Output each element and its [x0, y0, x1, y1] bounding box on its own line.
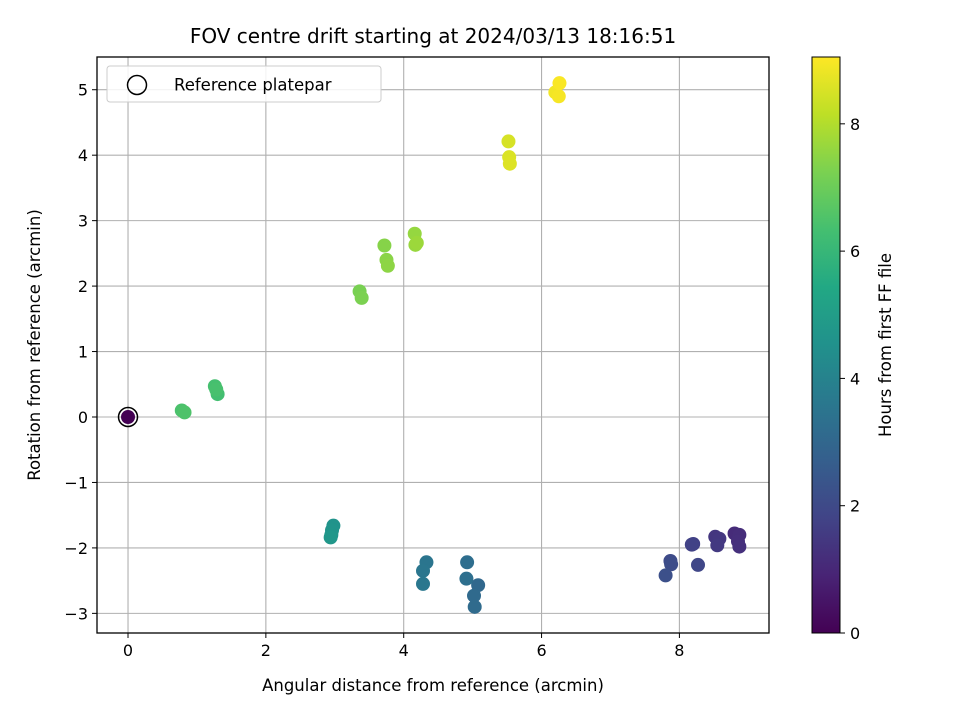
- legend-label: Reference platepar: [174, 76, 332, 95]
- y-axis-ticks: −3 −2 −1 0 1 2 3 4 5: [64, 81, 97, 623]
- data-point: [471, 578, 486, 593]
- data-point: [691, 557, 706, 572]
- data-point: [177, 405, 192, 420]
- x-tick-label: 2: [261, 641, 271, 660]
- colorbar-label: Hours from first FF file: [876, 253, 895, 437]
- data-point: [658, 568, 673, 583]
- data-point: [209, 382, 224, 397]
- data-point: [467, 599, 482, 614]
- data-point: [409, 235, 424, 250]
- data-point: [354, 290, 369, 305]
- data-point: [684, 537, 699, 552]
- data-point: [501, 134, 516, 149]
- colorbar-tick-label: 2: [850, 497, 860, 516]
- data-point: [467, 588, 482, 603]
- chart-title: FOV centre drift starting at 2024/03/13 …: [190, 24, 676, 48]
- reference-platepar-marker: [117, 406, 139, 428]
- data-point: [416, 563, 431, 578]
- y-tick-label: −2: [64, 539, 88, 558]
- data-point: [551, 89, 566, 104]
- x-tick-label: 0: [123, 641, 133, 660]
- colorbar-gradient: [811, 56, 841, 634]
- colorbar-ticks: 0 2 4 6 8: [840, 115, 860, 643]
- x-tick-label: 8: [674, 641, 684, 660]
- colorbar-tick-label: 4: [850, 369, 860, 388]
- data-points: [121, 76, 747, 614]
- grid-lines: [97, 57, 769, 633]
- data-point: [459, 571, 474, 586]
- data-point: [502, 156, 517, 171]
- data-point: [664, 557, 679, 572]
- x-axis-ticks: 0 2 4 6 8: [123, 633, 684, 660]
- y-tick-label: 5: [78, 81, 88, 100]
- data-point: [323, 530, 338, 545]
- data-point: [710, 538, 725, 553]
- data-point: [552, 76, 567, 91]
- data-point: [416, 576, 431, 591]
- legend-box: [106, 65, 382, 103]
- colorbar-tick-label: 0: [850, 624, 860, 643]
- y-tick-label: 0: [78, 408, 88, 427]
- colorbar-tick-label: 6: [850, 242, 860, 261]
- y-tick-label: 1: [78, 343, 88, 362]
- x-tick-label: 4: [399, 641, 409, 660]
- data-point: [380, 258, 395, 273]
- data-point: [121, 410, 136, 424]
- colorbar: 0 2 4 6 8 Hours from first FF file: [811, 56, 895, 643]
- legend: Reference platepar: [106, 65, 382, 103]
- y-tick-label: −3: [64, 604, 88, 623]
- reference-marker: [117, 406, 139, 428]
- legend-marker: [126, 74, 148, 96]
- data-point: [732, 539, 747, 554]
- y-tick-label: 3: [78, 212, 88, 231]
- x-tick-label: 6: [536, 641, 546, 660]
- data-point: [377, 238, 392, 253]
- x-axis-label: Angular distance from reference (arcmin): [262, 676, 604, 695]
- y-tick-label: 4: [78, 146, 88, 165]
- plot-frame: [96, 56, 770, 634]
- y-tick-label: 2: [78, 277, 88, 296]
- colorbar-tick-label: 8: [850, 115, 860, 134]
- data-point: [460, 555, 475, 570]
- y-axis-label: Rotation from reference (arcmin): [25, 209, 44, 481]
- y-tick-label: −1: [64, 473, 88, 492]
